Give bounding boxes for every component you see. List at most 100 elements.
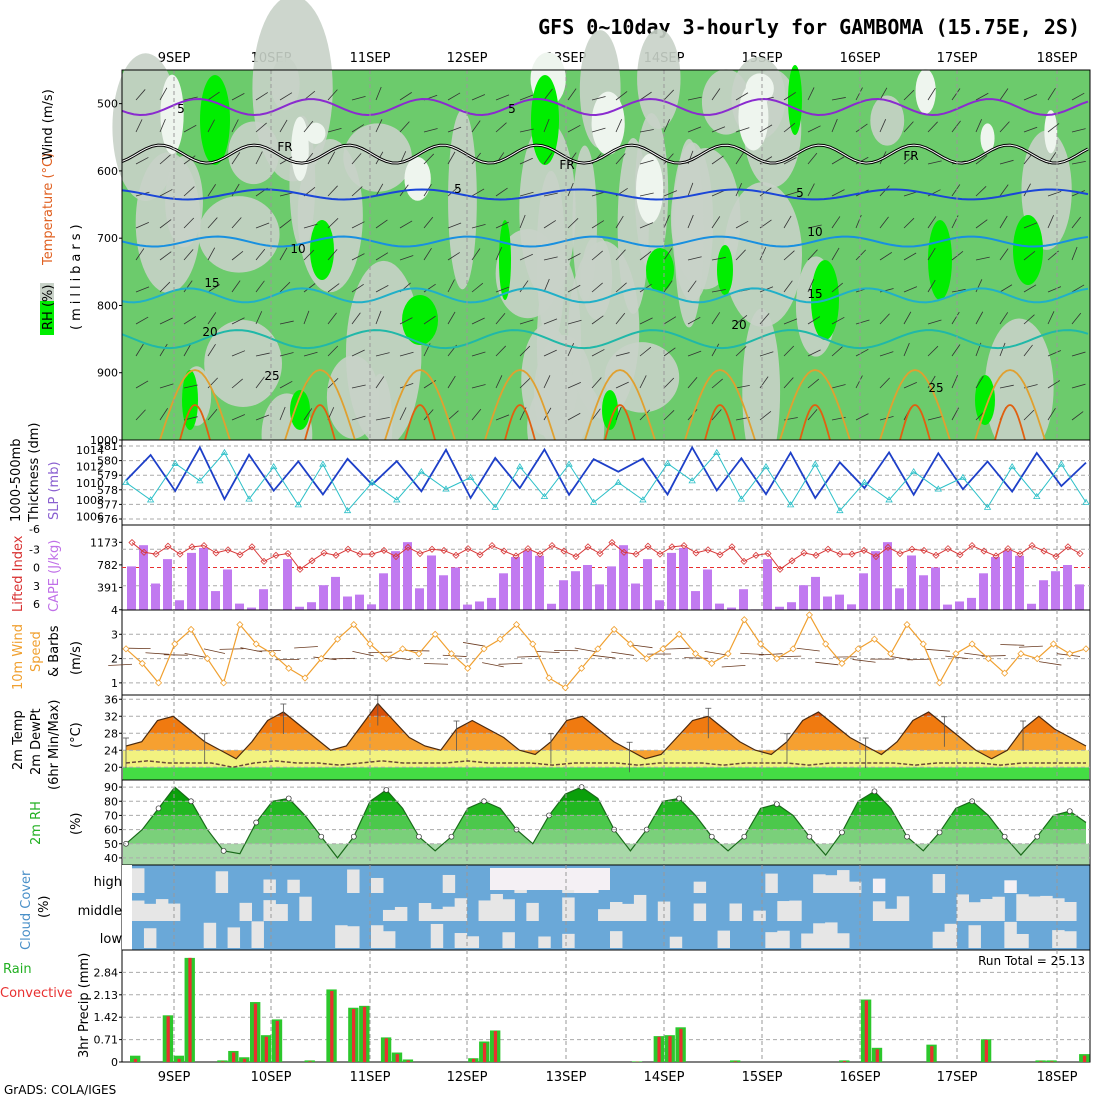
wind-barb [255, 414, 270, 421]
wind-barb [183, 124, 197, 133]
y-tick-label: 1.42 [94, 1011, 119, 1024]
wind-barb [231, 217, 242, 229]
wind-barb [207, 184, 216, 197]
y-tick-label: 580 [97, 455, 118, 468]
wind-barb [927, 247, 936, 261]
y-tick-label: 20 [104, 761, 118, 774]
surface-wind-barb [256, 650, 281, 652]
wind-barb [519, 128, 534, 133]
wind-barb [567, 412, 581, 421]
wind-barb [663, 248, 673, 261]
cloud-cell [382, 909, 396, 921]
cape-bar [151, 583, 160, 610]
precip-convective-bar [221, 1061, 225, 1062]
wind-barb [759, 247, 767, 261]
cape-bar [727, 607, 736, 610]
wind-barb [327, 345, 339, 357]
cloud-cell [729, 903, 742, 921]
rh-high-region [499, 220, 511, 300]
wind-barb [399, 351, 414, 357]
wind-barb [783, 318, 798, 325]
surface-wind-barb [387, 656, 411, 661]
li-marker [236, 551, 244, 559]
wind-barb [423, 128, 438, 133]
cloud-cell [227, 927, 241, 948]
wind-barb [279, 119, 288, 133]
cloud-cell [251, 921, 264, 948]
li-marker [584, 543, 592, 551]
surface-wind-barb [145, 652, 170, 655]
rh-marker [1066, 808, 1073, 815]
wind-barb [975, 155, 988, 165]
wind-barb [615, 91, 628, 101]
wind-barb [831, 316, 845, 325]
li-tick-label: -6 [29, 523, 40, 536]
wind-barb [303, 249, 315, 261]
slp-marker [122, 478, 130, 485]
wind-barb [519, 280, 529, 293]
rh-low-region [228, 121, 280, 185]
panel-cross-section: 500 600 700 800 900 1000 5 5 FR FR FR 5 5 10 10 15 15 20… [90, 0, 1091, 482]
wind-barb [615, 282, 627, 293]
surface-wind-barb [517, 655, 541, 658]
cloud-cell [490, 893, 503, 921]
wind-barb [351, 415, 366, 421]
cape-bar [595, 584, 604, 610]
cloud-cell [347, 926, 360, 948]
wind-barb [447, 222, 462, 229]
surface-wind-barb [721, 665, 746, 668]
cape-bar [607, 566, 616, 610]
precip-convective-bar [406, 1060, 410, 1062]
day-label-top: 12SEP [447, 51, 488, 66]
rh-very-low-region [160, 74, 184, 154]
wind-barb [255, 92, 268, 101]
ylabel-rh: RH (%) [41, 285, 56, 330]
wind-barb [351, 96, 366, 101]
rh-band [126, 843, 1086, 865]
li-marker [632, 550, 640, 558]
cloud-cell [789, 900, 802, 921]
rh-high-region [290, 390, 310, 430]
wind-barb [879, 252, 892, 261]
panel-temp: 36 32 28 24 20 [104, 693, 1091, 781]
surface-wind-barb [740, 652, 765, 655]
wind-barb [1023, 250, 1036, 261]
cloud-cell [442, 874, 456, 893]
wind-barb [255, 311, 263, 325]
li-marker [164, 542, 172, 550]
wind-barb [495, 375, 503, 389]
slp-marker [811, 460, 819, 467]
wind-barb [375, 310, 382, 325]
speed-marker [643, 655, 651, 663]
wind-barb [135, 157, 149, 165]
wind-barb [1023, 183, 1031, 197]
precip-convective-bar [275, 1020, 279, 1062]
wind-barb [471, 282, 484, 293]
ylabel-rh-b: (%) [69, 813, 84, 836]
y-tick-label: 40 [104, 852, 118, 865]
cloud-cell [753, 910, 766, 921]
wind-barb [663, 347, 676, 357]
wind-barb [183, 249, 194, 261]
wind-barb [183, 96, 198, 101]
li-marker [1052, 552, 1060, 561]
temp-contour-25 [879, 369, 951, 441]
wind-barb [615, 153, 626, 165]
speed-marker [870, 635, 879, 643]
precip-convective-bar [482, 1043, 487, 1062]
speed-marker [984, 655, 992, 663]
temp-contour-5 [121, 188, 1089, 201]
wind-barb [807, 378, 820, 389]
precip-convective-bar [352, 1008, 356, 1062]
li-marker [836, 550, 844, 558]
wind-barb [735, 92, 749, 101]
rh-low-region [742, 308, 781, 475]
cloud-cell [490, 868, 610, 890]
wind-barb [759, 124, 773, 133]
speed-marker [610, 625, 618, 633]
rh-marker [1034, 833, 1041, 840]
wind-barb [471, 224, 486, 229]
speed-marker [236, 621, 244, 629]
slp-marker [1082, 498, 1090, 505]
